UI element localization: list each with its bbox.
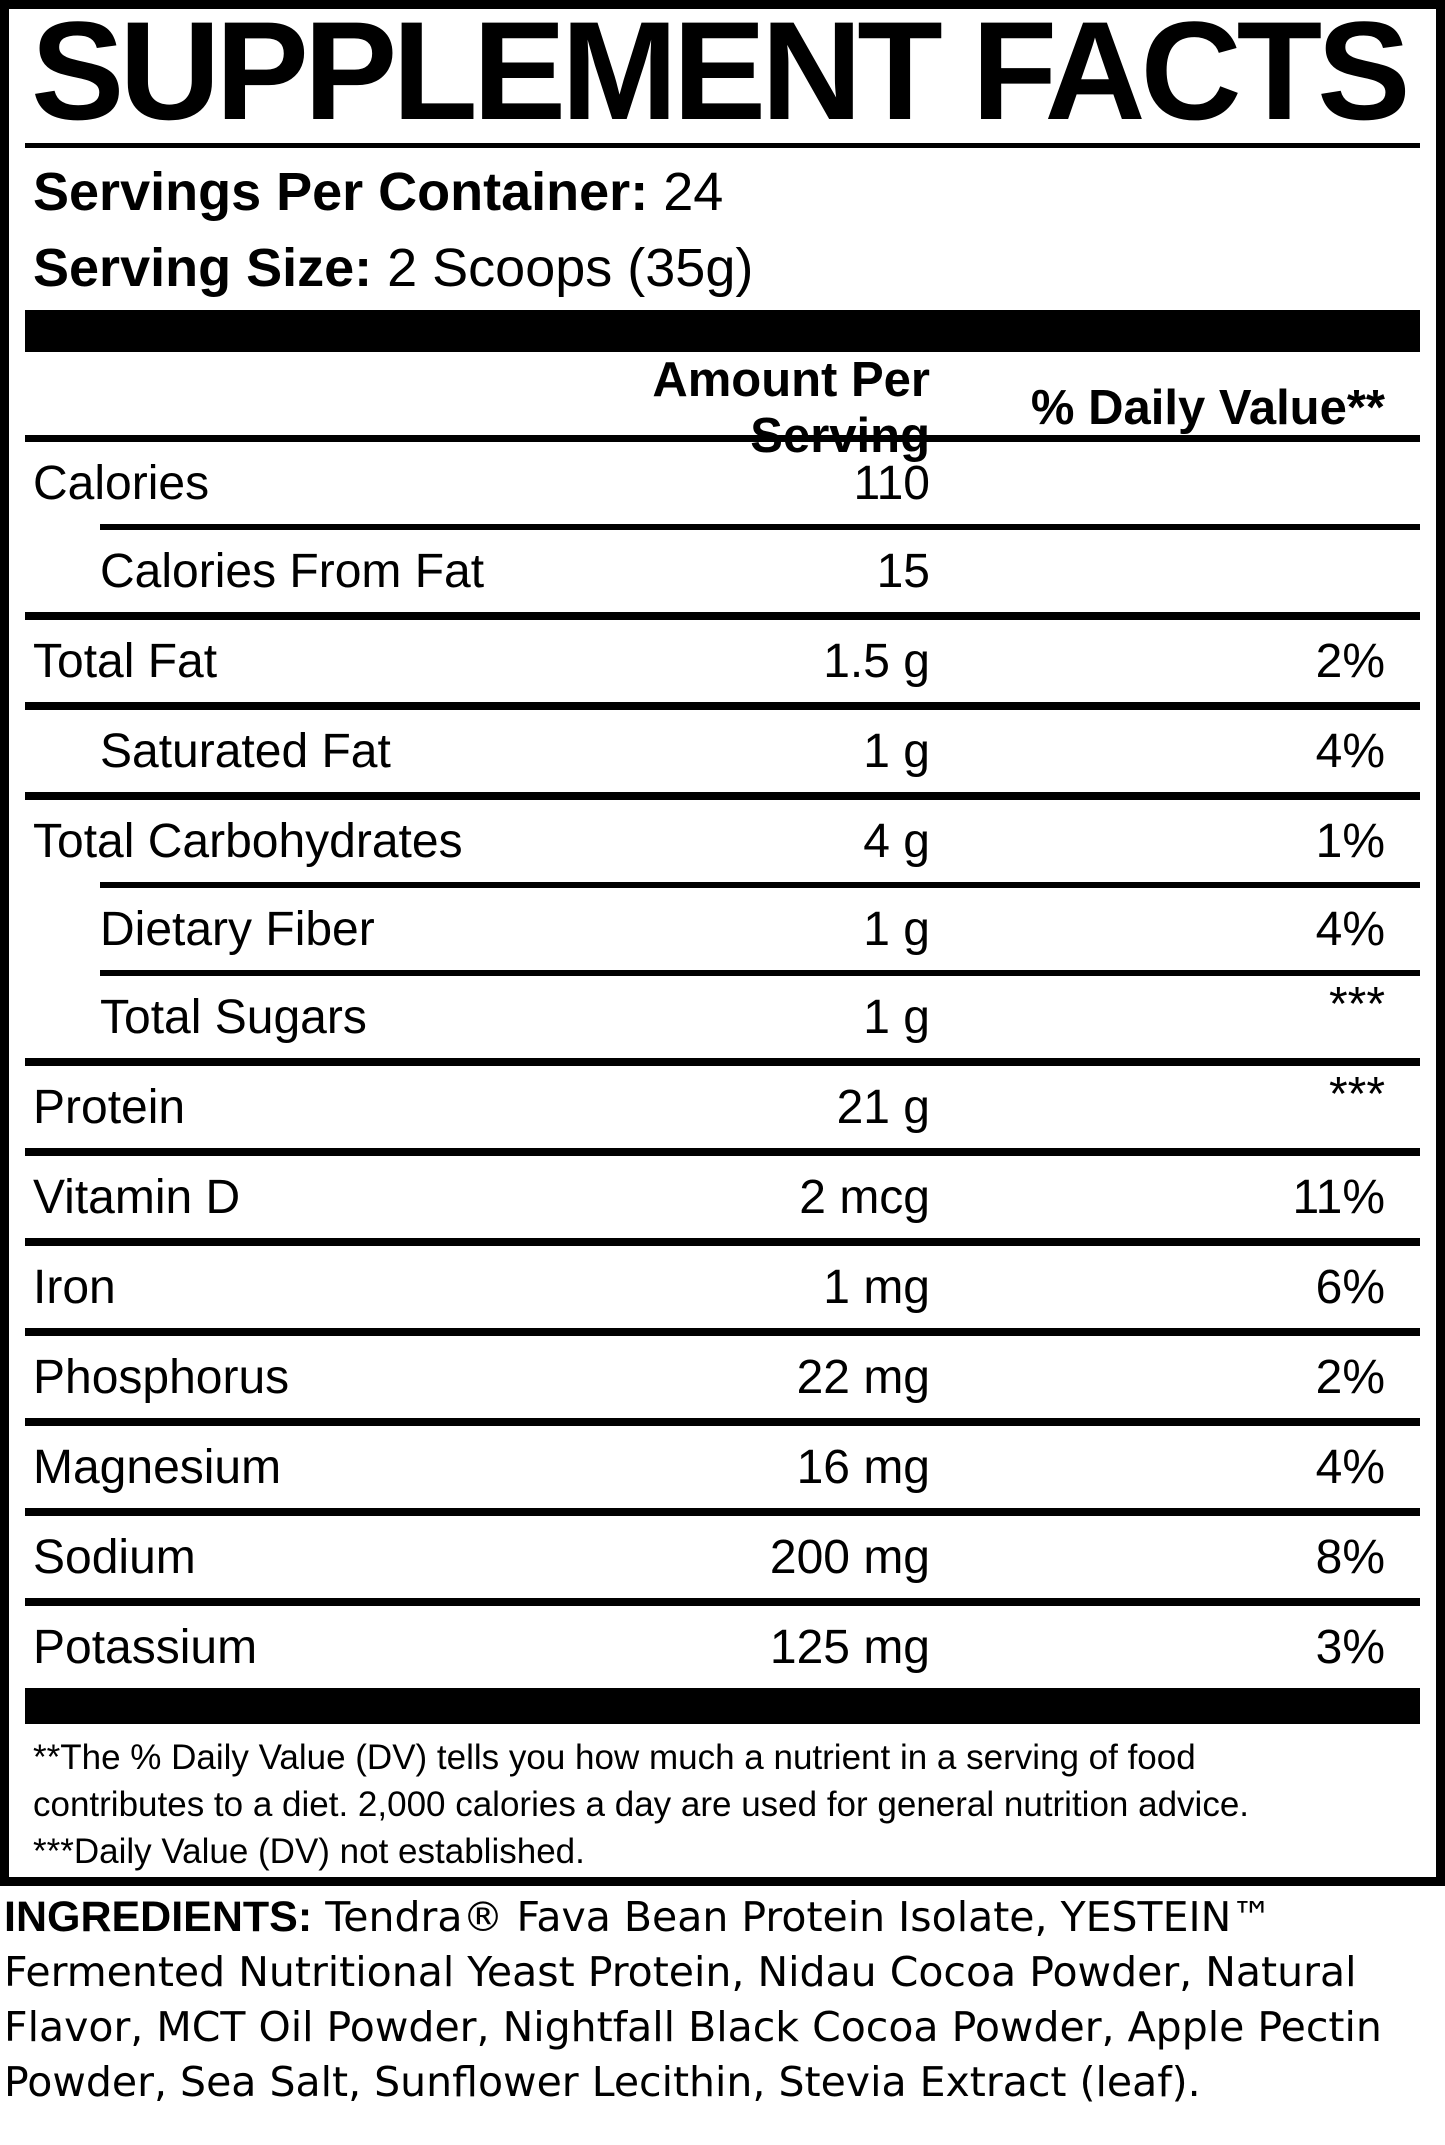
nutrient-name: Total Fat (33, 634, 218, 688)
nutrient-daily-value: 2% (1315, 634, 1385, 688)
nutrient-row-total-carbohydrates: Total Carbohydrates 4 g 1% (25, 800, 1420, 882)
row-divider (25, 1328, 1420, 1336)
serving-info-block: Servings Per Container: 24 Serving Size:… (25, 154, 1420, 306)
nutrient-row-vitamin-d: Vitamin D 2 mcg 11% (25, 1156, 1420, 1238)
daily-value-header: % Daily Value** (1030, 381, 1385, 435)
row-divider (25, 702, 1420, 710)
serving-size-value: 2 Scoops (35g) (387, 238, 754, 298)
nutrient-table: Calories 110 Calories From Fat 15 Total Fat 1… (25, 442, 1420, 1688)
nutrient-name: Dietary Fiber (100, 902, 375, 956)
nutrient-daily-value: 6% (1315, 1260, 1385, 1314)
daily-value-footnote: **The % Daily Value (DV) tells you how m… (33, 1738, 1250, 1824)
nutrient-daily-value: 4% (1315, 902, 1385, 956)
nutrient-name: Potassium (33, 1620, 258, 1674)
nutrient-row-saturated-fat: Saturated Fat 1 g 4% (25, 710, 1420, 792)
nutrient-row-iron: Iron 1 mg 6% (25, 1246, 1420, 1328)
supplement-facts-panel: SUPPLEMENT FACTS Servings Per Container:… (0, 0, 1445, 1886)
row-divider (25, 1238, 1420, 1246)
nutrient-daily-value: 11% (1292, 1170, 1385, 1224)
nutrient-name: Total Sugars (100, 990, 367, 1044)
nutrient-row-dietary-fiber: Dietary Fiber 1 g 4% (25, 888, 1420, 970)
header-divider (25, 435, 1420, 442)
servings-per-container-line: Servings Per Container: 24 (33, 154, 1420, 230)
row-divider (25, 1598, 1420, 1606)
row-divider-indented (100, 970, 1420, 976)
nutrient-amount: 1 g (863, 724, 930, 778)
ingredients-text: Tendra® Fava Bean Protein Isolate, YESTE… (4, 1893, 1382, 2106)
nutrient-name: Calories From Fat (100, 544, 485, 598)
nutrient-row-total-sugars: Total Sugars 1 g *** (25, 976, 1420, 1058)
nutrient-daily-value: 1% (1315, 814, 1385, 868)
row-divider (25, 612, 1420, 620)
nutrient-row-sodium: Sodium 200 mg 8% (25, 1516, 1420, 1598)
nutrient-daily-value: 4% (1315, 724, 1385, 778)
nutrient-daily-value: 4% (1315, 1440, 1385, 1494)
nutrient-daily-value: 3% (1315, 1620, 1385, 1674)
nutrient-name: Vitamin D (33, 1170, 241, 1224)
not-established-footnote: ***Daily Value (DV) not established. (33, 1832, 585, 1871)
nutrient-amount: 1 g (863, 990, 930, 1044)
nutrient-amount: 21 g (836, 1080, 930, 1134)
supplement-facts-title: SUPPLEMENT FACTS (31, 0, 1411, 149)
nutrient-amount: 110 (853, 456, 930, 510)
nutrient-daily-value: 2% (1315, 1350, 1385, 1404)
nutrient-name: Sodium (33, 1530, 196, 1584)
nutrient-row-protein: Protein 21 g *** (25, 1066, 1420, 1148)
serving-size-label: Serving Size: (33, 238, 373, 298)
nutrient-name: Calories (33, 456, 210, 510)
nutrient-name: Phosphorus (33, 1350, 290, 1404)
nutrient-amount: 2 mcg (799, 1170, 930, 1224)
nutrient-row-phosphorus: Phosphorus 22 mg 2% (25, 1336, 1420, 1418)
nutrient-amount: 125 mg (769, 1620, 930, 1674)
nutrient-daily-value: *** (1328, 978, 1385, 1031)
footnote-block: **The % Daily Value (DV) tells you how m… (25, 1734, 1375, 1875)
nutrient-name: Magnesium (33, 1440, 282, 1494)
nutrient-amount: 4 g (863, 814, 930, 868)
nutrient-amount: 16 mg (796, 1440, 930, 1494)
row-divider (25, 792, 1420, 800)
servings-per-container-label: Servings Per Container: (33, 162, 649, 222)
nutrient-name: Protein (33, 1080, 186, 1134)
ingredients-section: INGREDIENTS: Tendra® Fava Bean Protein I… (0, 1890, 1438, 2110)
row-divider (25, 1148, 1420, 1156)
nutrient-amount: 1 mg (823, 1260, 930, 1314)
nutrient-amount: 15 (876, 544, 930, 598)
separator-bar-bottom (25, 1688, 1420, 1724)
title-divider (25, 143, 1420, 148)
nutrient-amount: 22 mg (796, 1350, 930, 1404)
table-header-row: Amount Per Serving % Daily Value** (25, 352, 1420, 463)
nutrient-name: Iron (33, 1260, 116, 1314)
separator-bar-top (25, 310, 1420, 352)
amount-per-serving-header: Amount Per Serving (652, 353, 930, 463)
nutrient-row-potassium: Potassium 125 mg 3% (25, 1606, 1420, 1688)
row-divider-indented (100, 882, 1420, 888)
row-divider (25, 1058, 1420, 1066)
nutrient-name: Total Carbohydrates (33, 814, 463, 868)
ingredients-label: INGREDIENTS: (4, 1893, 313, 1941)
nutrient-amount: 1 g (863, 902, 930, 956)
nutrient-daily-value: 8% (1315, 1530, 1385, 1584)
servings-per-container-value: 24 (663, 162, 724, 222)
nutrient-row-total-fat: Total Fat 1.5 g 2% (25, 620, 1420, 702)
nutrient-row-magnesium: Magnesium 16 mg 4% (25, 1426, 1420, 1508)
row-divider (25, 1508, 1420, 1516)
nutrient-name: Saturated Fat (100, 724, 391, 778)
nutrient-amount: 1.5 g (823, 634, 930, 688)
nutrient-row-calories-from-fat: Calories From Fat 15 (25, 530, 1420, 612)
nutrient-row-calories: Calories 110 (25, 442, 1420, 524)
nutrient-amount: 200 mg (769, 1530, 930, 1584)
row-divider-indented (100, 524, 1420, 530)
serving-size-line: Serving Size: 2 Scoops (35g) (33, 230, 1420, 306)
row-divider (25, 1418, 1420, 1426)
nutrient-daily-value: *** (1328, 1068, 1385, 1121)
